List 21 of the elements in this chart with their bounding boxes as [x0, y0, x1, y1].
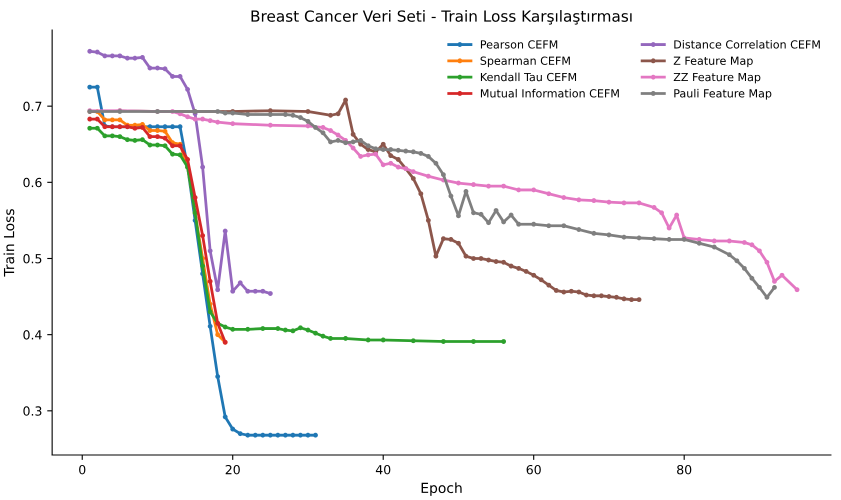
legend-label: Mutual Information CEFM — [480, 88, 619, 98]
legend-label: Spearman CEFM — [480, 56, 570, 68]
chart-title: Breast Cancer Veri Seti - Train Loss Karşılaştırması — [252, 10, 632, 25]
legend-label: Z Feature Map — [674, 56, 753, 68]
legend-label: Kendall Tau CEFM — [480, 72, 576, 82]
x-tick-label: 40 — [376, 464, 390, 474]
y-tick-label: 0.6 — [23, 178, 42, 188]
x-tick-label: 20 — [226, 464, 240, 474]
x-tick-label: 60 — [526, 464, 541, 474]
legend-label: Pauli Feature Map — [674, 88, 772, 100]
y-tick-label: 0.4 — [23, 330, 42, 340]
legend-label: Pearson CEFM — [480, 40, 558, 49]
y-tick-label: 0.5 — [23, 254, 42, 264]
x-tick-label: 0 — [79, 464, 86, 474]
x-axis-title: Epoch — [422, 482, 462, 496]
x-tick-label: 80 — [677, 464, 692, 474]
legend-label: Distance Correlation CEFM — [674, 40, 820, 49]
y-tick-label: 0.7 — [23, 102, 42, 112]
y-tick-label: 0.3 — [23, 406, 42, 416]
y-axis-title: Train Loss — [4, 209, 14, 277]
legend-label: ZZ Feature Map — [674, 72, 760, 84]
